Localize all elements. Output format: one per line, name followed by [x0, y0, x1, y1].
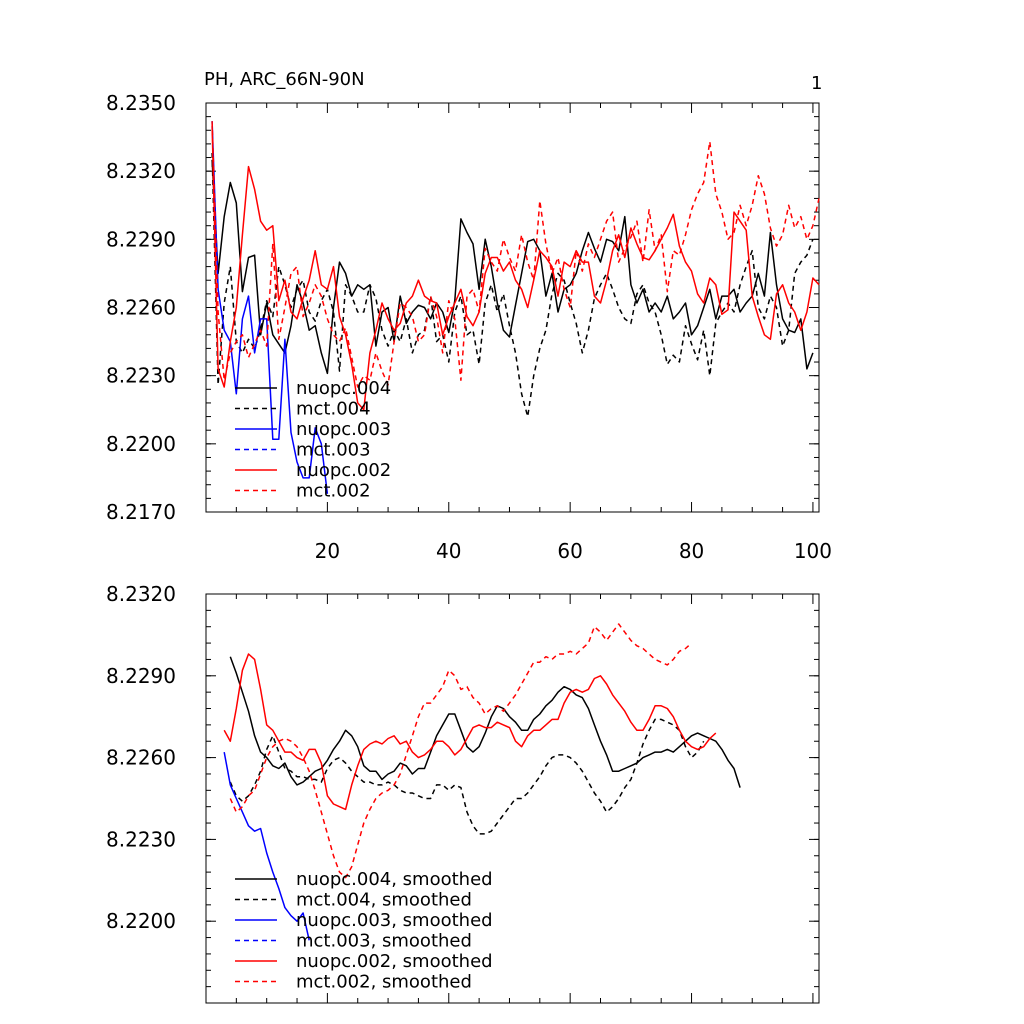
legend-label: mct.004: [296, 399, 371, 420]
y-tick-label: 8.2170: [106, 500, 176, 524]
legend-label: nuopc.004, smoothed: [296, 869, 493, 890]
legend-label: mct.002: [296, 481, 371, 502]
legend-label: nuopc.002, smoothed: [296, 951, 493, 972]
y-tick-label: 8.2260: [106, 746, 176, 770]
legend-label: nuopc.003, smoothed: [296, 910, 493, 931]
series-line-mct-002: [211, 121, 820, 388]
legend-label: mct.003: [296, 440, 371, 461]
legend-label: mct.002, smoothed: [296, 972, 472, 993]
x-tick-label: 60: [557, 539, 582, 563]
y-tick-label: 8.2200: [106, 909, 176, 933]
y-tick-label: 8.2290: [106, 664, 176, 688]
legend-label: mct.003, smoothed: [296, 931, 472, 952]
y-tick-label: 8.2260: [106, 296, 176, 320]
plot-frame: [205, 593, 820, 1004]
chart-title: PH, ARC_66N-90N: [204, 69, 365, 90]
chart-bottom-panel: 8.2200 8.2230 8.2260 8.2290 8.2320 nuopc.004,…: [106, 582, 820, 1004]
chart-top-panel: PH, ARC_66N-90N 1 8.2170 8.2200 8.2230 8.2260…: [106, 69, 832, 563]
series-line-mct-004-smoothed: [229, 718, 705, 835]
y-tick-label: 8.2320: [106, 159, 176, 183]
series-line-nuopc-004: [211, 159, 814, 375]
series-line-nuopc-002: [211, 125, 820, 411]
x-tick-label: 80: [679, 539, 704, 563]
panel-number-label: 1: [811, 73, 822, 94]
y-tick-label: 8.2200: [106, 432, 176, 456]
x-tick-label: 20: [315, 539, 340, 563]
series-line-nuopc-002-smoothed: [223, 653, 717, 811]
legend-label: nuopc.004: [296, 378, 391, 399]
series-line-mct-004: [211, 152, 814, 418]
y-tick-label: 8.2230: [106, 827, 176, 851]
series-line-nuopc-003-smoothed: [223, 751, 310, 941]
y-tick-label: 8.2350: [106, 91, 176, 115]
legend-label: nuopc.003: [296, 419, 391, 440]
y-tick-label: 8.2230: [106, 364, 176, 388]
y-tick-label: 8.2320: [106, 582, 176, 606]
x-tick-label: 100: [794, 539, 832, 563]
series-line-nuopc-004-smoothed: [229, 656, 741, 788]
legend-label: mct.004, smoothed: [296, 890, 472, 911]
legend-label: nuopc.002: [296, 460, 391, 481]
series-line-mct-002-smoothed: [229, 623, 693, 879]
y-tick-label: 8.2290: [106, 227, 176, 251]
x-tick-label: 40: [436, 539, 461, 563]
